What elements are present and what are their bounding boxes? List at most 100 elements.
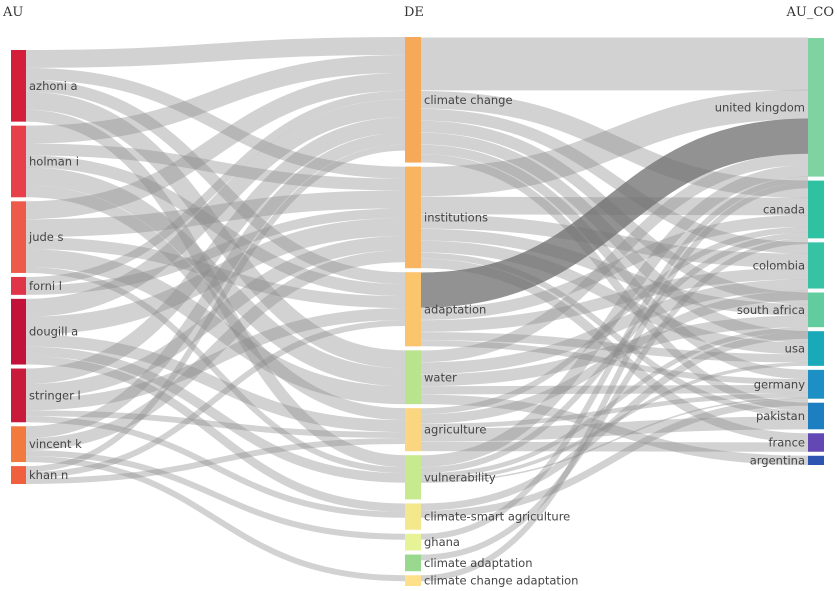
link-holman-to-climate_change xyxy=(25,54,406,144)
node-label-holman: holman i xyxy=(29,154,79,168)
node-label-khan: khan n xyxy=(29,468,68,482)
link-khan-to-adaptation xyxy=(25,320,406,479)
node-pakistan xyxy=(808,402,824,430)
link-adaptation-to-colombia xyxy=(420,267,809,332)
link-holman-to-agriculture xyxy=(25,185,406,421)
node-germany xyxy=(808,369,824,399)
link-stringer-to-adaptation xyxy=(25,308,406,411)
link-adaptation-to-uk xyxy=(420,118,809,308)
node-dougill xyxy=(11,298,26,365)
link-water-to-uk xyxy=(420,153,809,363)
link-agriculture-to-france xyxy=(420,441,809,452)
node-label-azhoni: azhoni a xyxy=(29,79,78,93)
node-uk xyxy=(808,38,824,177)
link-holman-to-adaptation xyxy=(25,155,406,297)
link-stringer-to-csa xyxy=(25,416,406,518)
node-label-climate_adaptation: climate adaptation xyxy=(424,556,532,570)
node-label-argentina: argentina xyxy=(750,453,805,467)
node-usa xyxy=(808,331,824,366)
link-vulnerability-to-canada xyxy=(420,232,809,474)
link-institutions-to-uk xyxy=(420,89,809,197)
link-institutions-to-colombia xyxy=(420,214,809,268)
node-label-dougill: dougill a xyxy=(29,325,78,339)
link-adaptation-to-canada xyxy=(420,215,809,320)
node-institutions xyxy=(405,166,421,269)
column-title-de: DE xyxy=(404,5,424,20)
node-stringer xyxy=(11,368,26,423)
node-adaptation xyxy=(405,272,421,347)
node-label-canada: canada xyxy=(763,202,805,216)
link-vulnerability-to-germany xyxy=(420,397,809,483)
link-jude-to-water xyxy=(25,249,406,405)
link-jude-to-institutions xyxy=(25,190,406,238)
node-vulnerability xyxy=(405,455,421,500)
links-layer xyxy=(25,37,809,582)
link-water-to-germany xyxy=(420,384,809,395)
link-azhoni-to-water xyxy=(25,91,406,369)
link-climate_change-to-usa xyxy=(420,132,809,343)
node-label-usa: usa xyxy=(785,342,805,356)
link-jude-to-adaptation xyxy=(25,237,406,309)
link-vulnerability-to-usa xyxy=(420,362,809,482)
node-label-france: france xyxy=(768,436,805,450)
node-label-climate_change: climate change xyxy=(424,93,513,107)
labels-layer: azhoni a holman i jude s forni l dougill a st… xyxy=(28,79,805,588)
node-climate_change xyxy=(405,37,421,163)
link-jude-to-vulnerability xyxy=(25,266,406,474)
link-water-to-colombia xyxy=(420,279,809,375)
link-forni-to-institutions xyxy=(25,208,406,295)
link-cca-to-uk xyxy=(420,182,809,582)
node-label-water: water xyxy=(424,370,457,384)
link-stringer-to-agriculture xyxy=(25,410,406,439)
node-label-germany: germany xyxy=(754,377,805,391)
link-azhoni-to-vulnerability xyxy=(25,109,406,468)
link-azhoni-to-climate_change xyxy=(25,37,406,68)
link-khan-to-climate_change xyxy=(25,144,406,473)
node-label-csa: climate-smart agriculture xyxy=(424,510,570,524)
link-holman-to-institutions xyxy=(25,143,406,191)
node-label-adaptation: adaptation xyxy=(424,302,486,316)
node-canada xyxy=(808,180,824,239)
node-label-vincent: vincent k xyxy=(29,437,82,451)
link-dougill-to-institutions xyxy=(25,217,406,335)
node-label-south_africa: south africa xyxy=(737,303,805,317)
link-csa-to-south_africa xyxy=(420,331,809,511)
link-agriculture-to-pakistan xyxy=(420,416,809,442)
link-vincent-to-cca xyxy=(25,456,406,582)
node-label-stringer: stringer l xyxy=(29,388,81,402)
link-vincent-to-ghana xyxy=(25,450,406,540)
link-water-to-south_africa xyxy=(420,315,809,387)
link-stringer-to-institutions xyxy=(25,235,406,399)
node-forni xyxy=(11,276,26,295)
node-vincent xyxy=(11,426,26,463)
link-vincent-to-climate_change xyxy=(25,132,406,439)
node-argentina xyxy=(808,455,824,465)
link-dougill-to-vulnerability xyxy=(25,346,406,483)
link-dougill-to-climate_change xyxy=(25,99,406,317)
link-forni-to-climate_change xyxy=(25,90,406,286)
link-csa-to-germany xyxy=(420,398,809,518)
node-khan xyxy=(11,466,26,484)
link-khan-to-agriculture xyxy=(25,438,406,484)
link-stringer-to-climate_change xyxy=(25,117,406,385)
link-dougill-to-csa xyxy=(25,356,406,512)
column-titles: AU DE AU_CO xyxy=(2,5,834,20)
node-label-colombia: colombia xyxy=(753,258,805,272)
link-climate_adaptation-to-canada xyxy=(420,238,809,561)
link-agriculture-to-canada xyxy=(420,226,809,415)
node-label-jude: jude s xyxy=(28,230,64,244)
column-title-au-co: AU_CO xyxy=(786,5,834,20)
node-agriculture xyxy=(405,408,421,452)
link-adaptation-to-germany xyxy=(420,340,809,385)
link-adaptation-to-usa xyxy=(420,332,809,363)
node-label-agriculture: agriculture xyxy=(424,423,486,437)
node-label-forni: forni l xyxy=(29,279,62,293)
link-agriculture-to-colombia xyxy=(420,290,809,424)
link-institutions-to-usa xyxy=(420,240,809,355)
node-colombia xyxy=(808,242,824,289)
node-water xyxy=(405,350,421,405)
link-vulnerability-to-south_africa xyxy=(420,327,809,478)
node-azhoni xyxy=(11,50,26,122)
link-jude-to-climate_change xyxy=(25,72,406,220)
